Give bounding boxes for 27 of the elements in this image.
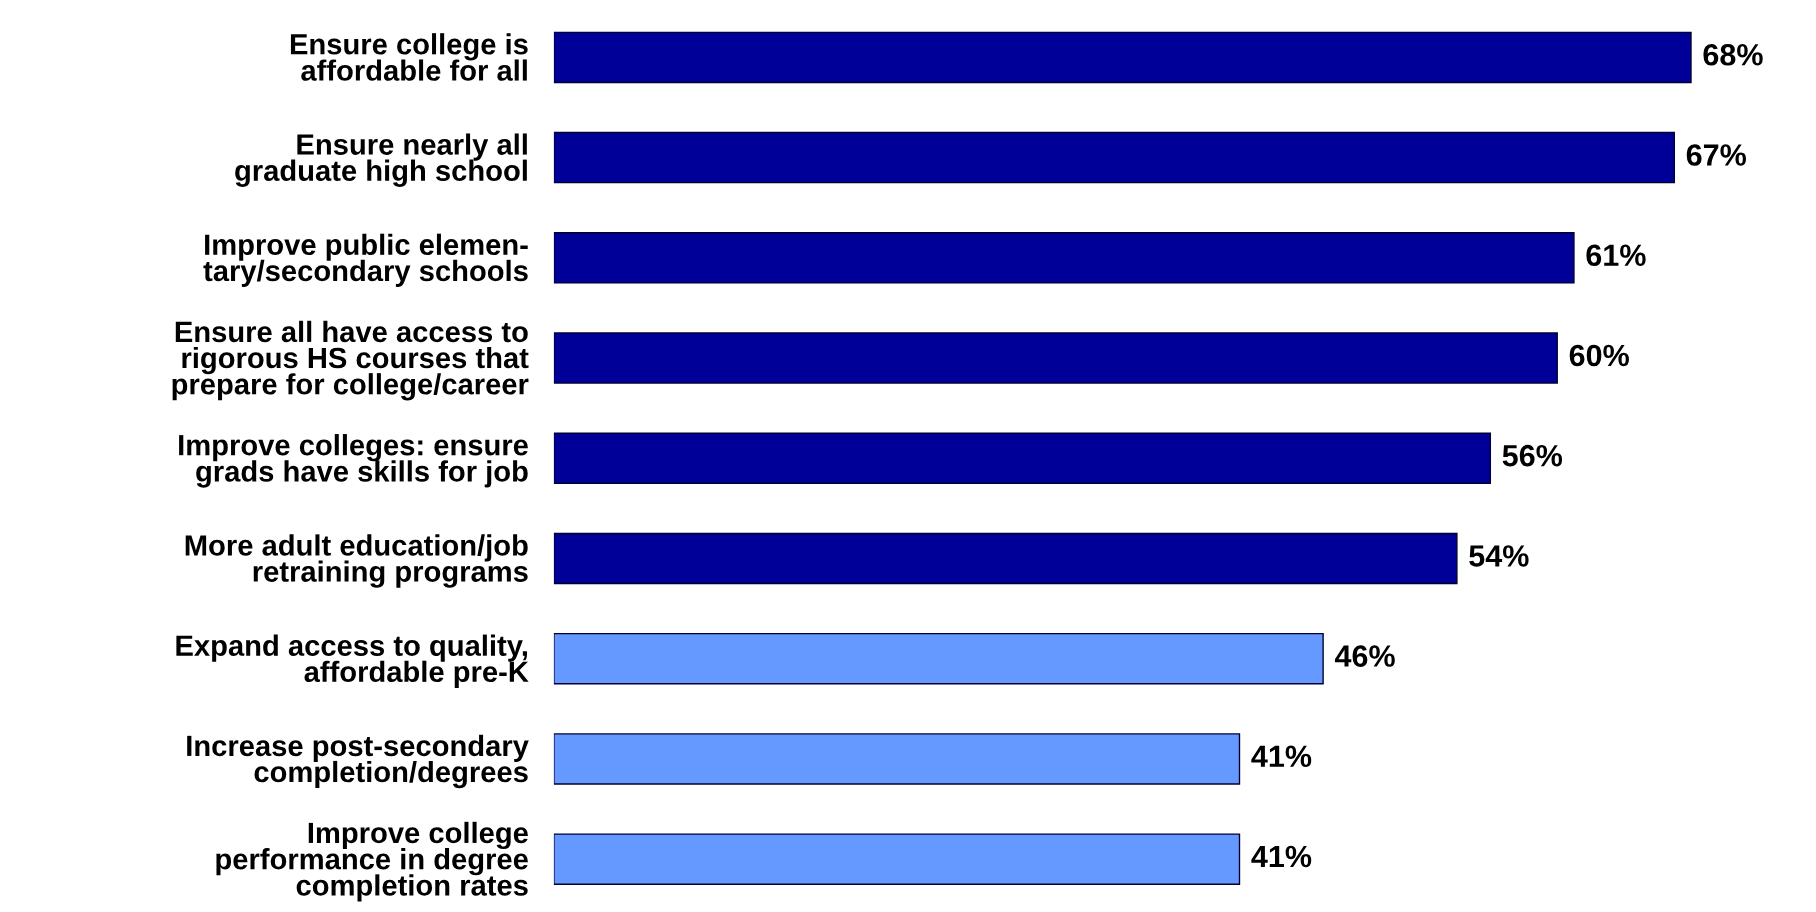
bar [553,833,1241,885]
y-tick-label: Increase post-secondary completion/degrees [187,734,529,789]
bar [553,733,1241,785]
y-tick-label: Ensure college is affordable for all [290,33,528,81]
y-tick-label: Improve colleges: ensure grads have skills for job [179,434,528,488]
data-label: 56% [1502,444,1563,467]
bar [553,232,1575,284]
y-tick-label: Expand access to quality, affordable pre-K [176,634,529,688]
data-label: 67% [1686,144,1746,166]
bar [553,432,1492,485]
data-label: 46% [1334,645,1395,667]
y-tick-label: More adult education/job retraining programs [185,534,528,588]
y-tick-label: Ensure all have access to rigorous HS courses that prepare for college/career [172,320,529,401]
data-label: 61% [1586,244,1646,267]
data-label: 54% [1469,545,1529,567]
bar [553,532,1458,585]
bar [553,632,1324,685]
data-label: 41% [1251,745,1312,768]
y-tick-label: Improve college performance in degree completion rates [216,821,528,902]
bar [553,31,1692,84]
y-tick-label: Improve public elemen- tary/secondary schools [203,233,528,287]
bar [553,131,1675,184]
bar [553,332,1558,384]
data-label: 60% [1569,344,1629,367]
data-label: 41% [1251,845,1312,868]
y-tick-label: Ensure nearly all graduate high school [235,133,527,187]
data-label: 68% [1703,43,1763,66]
